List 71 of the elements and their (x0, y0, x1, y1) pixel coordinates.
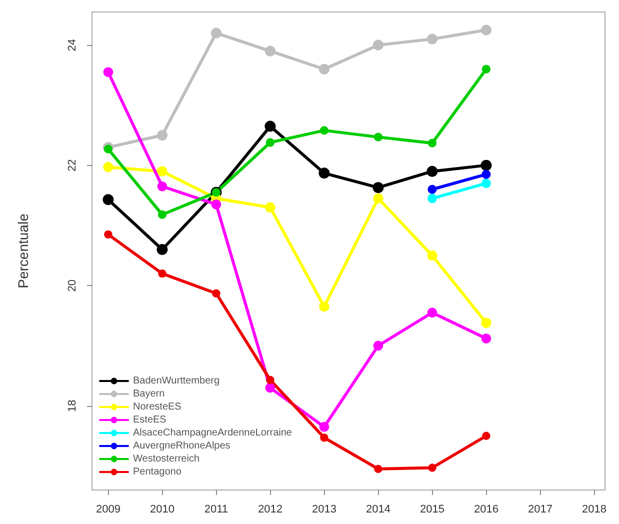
point (428, 464, 436, 472)
x-tick-label: 2011 (204, 504, 228, 516)
point (265, 202, 276, 213)
point (426, 34, 438, 44)
point (428, 184, 437, 194)
point (104, 230, 112, 239)
y-tick-label: 24 (66, 38, 78, 52)
point (320, 434, 328, 442)
x-tick-label: 2013 (312, 504, 336, 516)
legend-label: NoresteES (133, 402, 182, 412)
y-tick-label: 22 (66, 159, 78, 172)
point (372, 182, 384, 194)
x-tick-label: 2015 (420, 504, 444, 516)
point (265, 382, 276, 393)
legend-label: Westosterreich (133, 454, 200, 464)
point (156, 130, 168, 141)
point (373, 193, 384, 204)
x-tick-label: 2014 (366, 504, 390, 516)
point (480, 24, 492, 36)
point (318, 168, 330, 179)
point (210, 28, 222, 38)
legend-label: BadenWurttemberg (133, 376, 220, 386)
point (373, 340, 384, 351)
point (481, 334, 492, 344)
point (427, 250, 438, 261)
x-tick-label: 2009 (96, 504, 120, 516)
point (157, 181, 168, 192)
point (481, 318, 492, 328)
point (318, 64, 330, 74)
point (103, 67, 114, 78)
point (482, 178, 491, 188)
point (428, 138, 436, 148)
point (482, 64, 490, 74)
point (480, 160, 492, 171)
point (320, 126, 328, 135)
x-tick-label: 2016 (474, 504, 498, 516)
legend-label: AlsaceChampagneArdenneLorraine (133, 428, 292, 438)
point (158, 210, 166, 219)
point (264, 120, 276, 132)
point (482, 170, 491, 179)
point (374, 132, 382, 142)
x-tick-label: 2012 (258, 504, 282, 516)
point (319, 302, 330, 312)
point (102, 194, 114, 206)
y-tick-label: 18 (66, 400, 78, 412)
point (156, 244, 168, 255)
point (319, 422, 330, 432)
point (103, 162, 114, 172)
point (266, 138, 274, 147)
point (374, 464, 382, 474)
point (426, 166, 438, 177)
x-tick-label: 2017 (528, 504, 552, 516)
y-axis-title: Percentuale (15, 213, 31, 288)
point (104, 144, 112, 154)
point (157, 166, 168, 176)
legend-label: Pentagono (133, 466, 182, 478)
point (482, 432, 490, 440)
x-tick-label: 2010 (150, 504, 174, 516)
legend-label: EsteES (133, 414, 167, 426)
y-tick-label: 20 (66, 279, 78, 292)
point (211, 200, 222, 210)
point (427, 308, 438, 318)
legend-label: AuvergneRhoneAlpes (133, 440, 230, 452)
legend-label: Bayern (133, 388, 165, 400)
point (212, 289, 220, 298)
point (266, 376, 274, 384)
point (264, 46, 276, 56)
point (158, 269, 166, 278)
point (428, 194, 437, 204)
x-tick-label: 2018 (582, 504, 606, 516)
point (372, 40, 384, 50)
